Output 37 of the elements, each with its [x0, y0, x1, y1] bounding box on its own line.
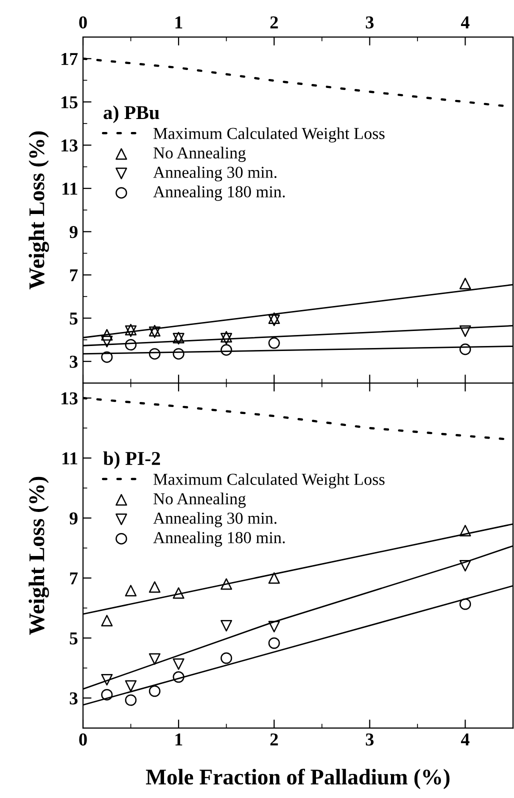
y-tick-label: 17 [62, 53, 78, 65]
y-tick-label: 5 [70, 312, 78, 325]
x-axis-title: Mole Fraction of Palladium (%) [146, 768, 450, 790]
y-tick-label: 5 [70, 632, 78, 644]
y-tick-label: 7 [70, 269, 78, 282]
legend-label: Annealing 180 min. [153, 186, 285, 201]
x-tick-label: 1 [176, 733, 182, 746]
y-tick-label: 3 [70, 692, 78, 704]
legend-label: Annealing 30 min. [153, 166, 276, 182]
y-tick-label: 13 [62, 139, 78, 152]
y-tick-label: 9 [70, 512, 78, 524]
y-tick-label: 11 [62, 452, 78, 464]
legend-label: Maximum Calculated Weight Loss [153, 473, 385, 488]
legend-label: Annealing 30 min. [153, 512, 276, 528]
y-tick-label: 3 [70, 356, 78, 368]
x-tick-label: 0 [79, 733, 87, 746]
legend-label: No Annealing [153, 146, 246, 162]
y-tick-label: 13 [62, 392, 78, 404]
legend-label: Maximum Calculated Weight Loss [153, 127, 385, 143]
legend-title: b) PI-2 [103, 451, 160, 469]
y-axis-title: Weight Loss (%) [28, 131, 49, 290]
x-tick-label: 3 [366, 733, 374, 746]
legend-title: a) PBu [104, 105, 160, 124]
x-tick-label: 2 [270, 733, 278, 746]
legend-label: Annealing 180 min. [153, 532, 285, 547]
y-tick-label: 11 [62, 182, 78, 195]
y-tick-label: 9 [70, 226, 78, 238]
y-tick-label: 7 [70, 572, 78, 584]
x-tick-label: 3 [366, 16, 374, 28]
x-tick-label: 4 [460, 16, 470, 28]
legend-label: No Annealing [153, 492, 246, 508]
x-tick-label: 1 [176, 16, 182, 28]
x-tick-label: 4 [460, 734, 470, 746]
y-axis-title: Weight Loss (%) [28, 476, 49, 635]
y-tick-label: 15 [62, 96, 78, 108]
x-tick-label: 2 [270, 16, 278, 28]
x-tick-label: 0 [79, 16, 87, 28]
